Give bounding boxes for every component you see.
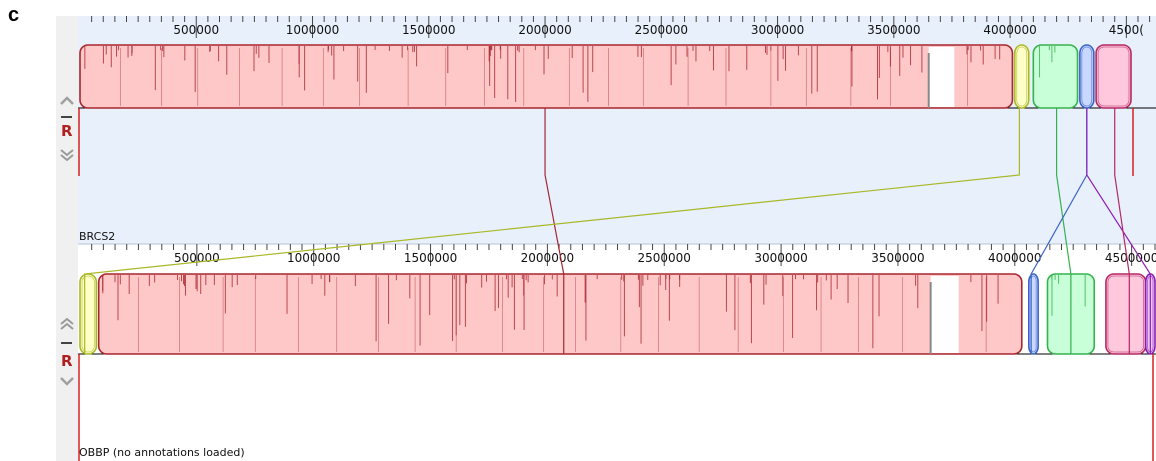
ruler-tick-label: 3500000 (871, 251, 924, 265)
chevron-double-up-icon[interactable] (60, 317, 74, 330)
ruler-tick-label: 1000000 (287, 251, 340, 265)
lcb-block-inner (1097, 46, 1130, 107)
top-track-label: BRCS2 (79, 230, 115, 243)
chevron-up-icon[interactable] (60, 96, 74, 105)
lcb-block-gap (928, 47, 955, 107)
panel-letter: c (8, 4, 20, 26)
lcb-block-yellow[interactable] (79, 273, 98, 355)
ruler-tick-label: 3500000 (867, 23, 920, 37)
ruler-tick-label: 3000000 (751, 23, 804, 37)
chevron-down-icon[interactable] (60, 377, 74, 386)
lcb-block-green[interactable] (1032, 44, 1079, 109)
ruler-tick-label: 2000000 (521, 251, 574, 265)
ruler-tick-label: 1000000 (286, 23, 339, 37)
lcb-block-inner (1016, 46, 1028, 107)
lcb-block-pink[interactable] (1105, 273, 1147, 355)
ruler-tick-label: 1500000 (404, 251, 457, 265)
lcb-block-red[interactable] (97, 273, 1023, 355)
ruler-tick-label: 2000000 (518, 23, 571, 37)
bottom-ruler: 500000 1000000 1500000 2000000 2500000 300000… (91, 244, 1156, 266)
lcb-block-inner (1107, 275, 1145, 353)
lcb-connector-magenta[interactable] (1086, 108, 1151, 354)
lcb-connector-yellow[interactable] (84, 108, 1020, 354)
chevron-double-down-icon[interactable] (60, 149, 74, 162)
lcb-block-blue[interactable] (1079, 44, 1095, 109)
lcb-connectors (78, 108, 1154, 461)
reverse-button[interactable]: R (61, 122, 73, 140)
top-track-blocks (79, 44, 1132, 109)
lcb-block-body (1095, 44, 1132, 109)
lcb-block-blue[interactable] (1028, 273, 1039, 355)
lcb-block-body (1028, 273, 1039, 355)
lcb-block-inner (1081, 46, 1093, 107)
lcb-block-body (1013, 44, 1030, 109)
lcb-block-red[interactable] (79, 44, 1014, 109)
bottom-track-blocks (79, 273, 1156, 355)
ruler-tick-label: 4500( (1109, 23, 1144, 37)
ruler-tick-label: 4500000 (1105, 251, 1156, 265)
bottom-track-label: OBBP (no annotations loaded) (79, 446, 245, 459)
lcb-block-yellow[interactable] (1013, 44, 1030, 109)
lcb-connector-green[interactable] (1055, 108, 1072, 354)
lcb-block-body (97, 273, 1023, 355)
reverse-button[interactable]: R (61, 352, 73, 370)
lcb-block-body (1105, 273, 1147, 355)
ruler-tick-label: 500000 (174, 251, 220, 265)
ruler-tick-label: 2500000 (638, 251, 691, 265)
lcb-connector-pink[interactable] (1114, 108, 1130, 354)
top-ruler: 500000 1000000 1500000 2000000 2500000 300000… (91, 16, 1151, 38)
lcb-block-pink[interactable] (1095, 44, 1132, 109)
top-track-controls (56, 16, 78, 244)
bottom-track-controls (56, 244, 78, 461)
top-track-control-buttons: R (60, 96, 74, 162)
bottom-track-control-buttons: R (60, 317, 74, 386)
lcb-block-body (1032, 44, 1079, 109)
ruler-tick-label: 2500000 (635, 23, 688, 37)
ruler-tick-label: 4000000 (983, 23, 1036, 37)
lcb-block-gap (930, 276, 959, 353)
lcb-block-inner (81, 275, 95, 353)
lcb-block-body (79, 44, 1014, 109)
ruler-tick-label: 500000 (173, 23, 219, 37)
ruler-tick-label: 3000000 (754, 251, 807, 265)
ruler-tick-label: 4000000 (988, 251, 1041, 265)
ruler-tick-label: 1500000 (402, 23, 455, 37)
lcb-block-body (79, 273, 98, 355)
